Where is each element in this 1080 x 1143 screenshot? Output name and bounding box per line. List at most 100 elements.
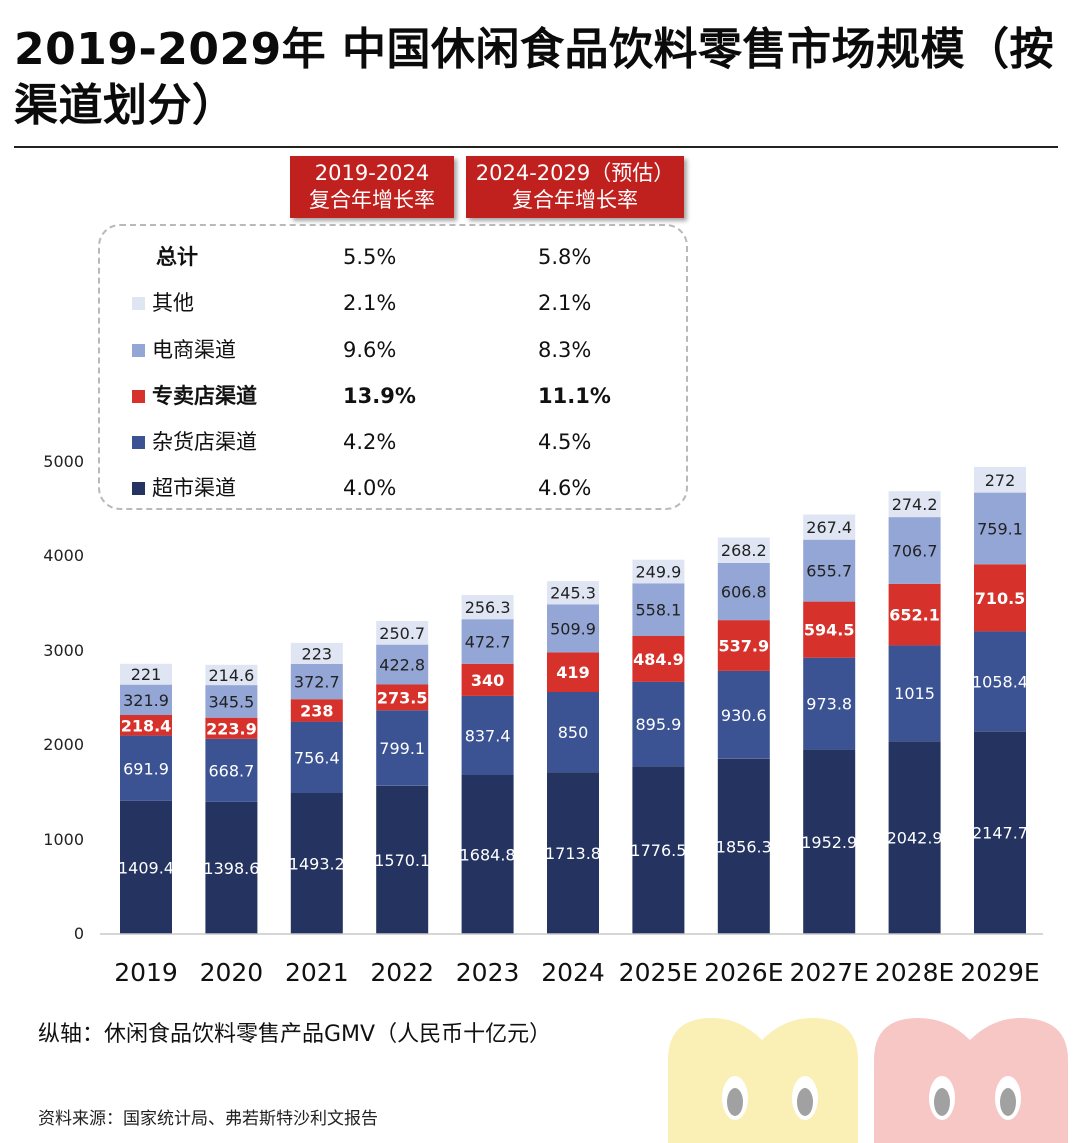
- bar-segment-series-0-2025E: [632, 766, 685, 934]
- cagr-value-2024-2029: 2.1%: [538, 291, 592, 315]
- cagr-value-2019-2024: 4.2%: [343, 430, 397, 454]
- bar-segment-series-4-2019: [120, 663, 172, 685]
- data-label-series-4-2019: 221: [131, 665, 162, 684]
- bar-segment-series-0-2029E: [974, 731, 1026, 934]
- watermark-logo: [668, 1018, 1068, 1143]
- bar-segment-series-3-2024: [547, 604, 599, 653]
- bar-segment-series-2-2021: [290, 699, 343, 722]
- data-label-series-1-2026E: 930.6: [721, 706, 767, 725]
- x-tick-label: 2026E: [704, 958, 784, 987]
- cagr-row-ecommerce: 电商渠道 9.6% 8.3%: [0, 335, 700, 365]
- cagr-header-2024-2029: 2024-2029（预估） 复合年增长率: [466, 156, 684, 218]
- bar-segment-series-4-2023: [461, 595, 514, 620]
- x-tick-label: 2021: [284, 958, 349, 987]
- data-label-series-2-2029E: 710.5: [975, 589, 1026, 608]
- bar-segment-series-4-2020: [205, 664, 258, 686]
- cagr-row-name: 电商渠道: [152, 338, 236, 362]
- x-tick-label: 2025E: [618, 958, 699, 987]
- cagr-header-caption: 复合年增长率: [512, 188, 638, 212]
- y-tick-label: 1000: [43, 829, 84, 849]
- data-label-series-3-2021: 372.7: [294, 673, 340, 692]
- bar-segment-series-2-2026E: [717, 620, 770, 671]
- data-label-series-4-2028E: 274.2: [892, 495, 938, 514]
- cagr-header-period: 2019-2024: [314, 161, 430, 185]
- bar-segment-series-4-2027E: [803, 514, 856, 540]
- legend-swatch-other: [132, 297, 145, 310]
- data-label-series-1-2028E: 1015: [894, 684, 935, 703]
- cagr-header-2019-2024: 2019-2024 复合年增长率: [290, 156, 454, 218]
- data-label-series-2-2024: 419: [556, 663, 589, 682]
- x-tick-label: 2023: [455, 958, 520, 987]
- bar-segment-series-2-2024: [547, 652, 599, 692]
- bar-segment-series-3-2019: [120, 684, 172, 715]
- source-note: 资料来源：国家统计局、弗若斯特沙利文报告: [38, 1109, 378, 1129]
- bar-segment-series-2-2028E: [888, 583, 941, 646]
- bar-segment-series-2-2029E: [974, 564, 1026, 632]
- legend-swatch-supermarket: [132, 482, 145, 495]
- bar-segment-series-1-2026E: [717, 670, 770, 759]
- bar-segment-series-3-2029E: [974, 492, 1026, 565]
- bar-segment-series-1-2022: [376, 710, 429, 786]
- data-label-series-1-2021: 756.4: [294, 748, 340, 767]
- data-label-series-4-2022: 250.7: [379, 624, 425, 643]
- data-label-series-0-2026E: 1856.3: [716, 837, 772, 856]
- legend-swatch-ecommerce: [132, 344, 145, 357]
- data-label-series-3-2025E: 558.1: [635, 601, 681, 620]
- data-label-series-3-2019: 321.9: [123, 691, 169, 710]
- bar-segment-series-3-2025E: [632, 583, 685, 636]
- bar-segment-series-0-2021: [290, 793, 343, 934]
- x-tick-label: 2022: [370, 958, 434, 987]
- x-tick-label: 2019: [114, 958, 178, 987]
- bar-segment-series-0-2022: [376, 785, 429, 934]
- x-tick-label: 2020: [199, 958, 264, 987]
- cagr-row-name: 其他: [152, 291, 194, 315]
- bar-segment-series-0-2028E: [888, 741, 941, 934]
- bar-segment-series-2-2019: [120, 715, 172, 736]
- cagr-value-2024-2029: 4.5%: [538, 430, 592, 454]
- bar-segment-series-2-2020: [205, 717, 258, 739]
- bar-segment-series-0-2026E: [717, 758, 770, 934]
- cagr-header-period: 2024-2029（预估）: [475, 161, 675, 185]
- bar-segment-series-1-2023: [461, 695, 514, 775]
- data-label-series-3-2020: 345.5: [208, 692, 254, 711]
- data-label-series-3-2027E: 655.7: [806, 562, 852, 581]
- data-label-series-4-2027E: 267.4: [806, 518, 852, 537]
- cagr-value-2019-2024: 5.5%: [343, 245, 397, 269]
- data-label-series-4-2029E: 272: [985, 471, 1016, 490]
- bar-segment-series-4-2021: [290, 642, 343, 664]
- bar-segment-series-4-2028E: [888, 491, 941, 518]
- data-label-series-2-2021: 238: [300, 701, 333, 720]
- data-label-series-0-2027E: 1952.9: [801, 833, 857, 852]
- title-divider: [14, 146, 1058, 148]
- data-label-series-2-2026E: 537.9: [718, 637, 769, 656]
- cagr-row-specialty-store: 专卖店渠道 13.9% 11.1%: [0, 381, 700, 411]
- data-label-series-1-2022: 799.1: [379, 739, 425, 758]
- data-label-series-1-2023: 837.4: [465, 726, 511, 745]
- x-tick-label: 2028E: [874, 958, 955, 987]
- cagr-row-other: 其他 2.1% 2.1%: [0, 288, 700, 318]
- data-label-series-0-2028E: 2042.9: [887, 829, 943, 848]
- data-label-series-4-2021: 223: [302, 645, 333, 664]
- bar-segment-series-4-2029E: [974, 466, 1026, 493]
- bar-segment-series-4-2026E: [717, 537, 770, 563]
- data-label-series-1-2027E: 973.8: [806, 695, 852, 714]
- data-label-series-4-2026E: 268.2: [721, 541, 767, 560]
- x-tick-label: 2029E: [960, 958, 1040, 987]
- bar-layer: 1409.4 691.9 218.4 321.9 221 1398.6 668.7 223.9…: [118, 466, 1028, 934]
- bar-segment-series-3-2021: [290, 664, 343, 700]
- data-label-series-4-2023: 256.3: [465, 598, 511, 617]
- data-label-series-0-2023: 1684.8: [460, 846, 516, 865]
- cagr-row-name: 超市渠道: [152, 476, 236, 500]
- bar-segment-series-2-2022: [376, 684, 429, 711]
- cagr-value-2024-2029: 11.1%: [538, 384, 611, 408]
- cagr-value-2024-2029: 4.6%: [538, 476, 592, 500]
- bar-segment-series-1-2029E: [974, 631, 1026, 732]
- bar-segment-series-4-2022: [376, 621, 429, 645]
- cagr-row-name: 总计: [156, 245, 198, 269]
- cagr-value-2019-2024: 13.9%: [343, 384, 416, 408]
- bar-segment-series-3-2022: [376, 644, 429, 685]
- bar-segment-series-1-2027E: [803, 657, 856, 750]
- cagr-value-2024-2029: 5.8%: [538, 245, 592, 269]
- legend-swatch-grocery: [132, 436, 145, 449]
